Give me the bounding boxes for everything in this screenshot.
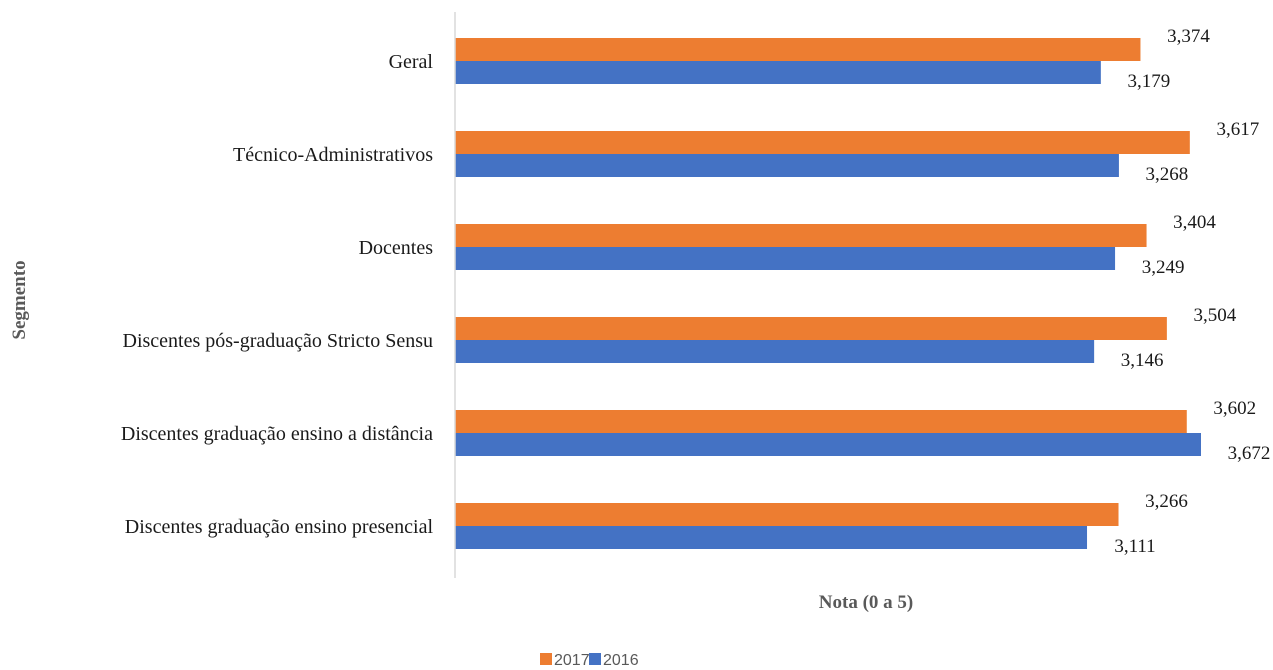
category-label: Geral <box>389 51 434 73</box>
value-label-2017-5: 3,266 <box>1145 491 1188 512</box>
bar-2017-2 <box>455 224 1147 247</box>
bar-2017-0 <box>455 38 1141 61</box>
bar-2017-5 <box>455 503 1119 526</box>
legend-swatch-2016 <box>589 653 601 665</box>
legend-label-2017: 2017 <box>554 652 590 669</box>
category-label: Docentes <box>359 237 434 259</box>
value-label-2016-4: 3,672 <box>1228 443 1271 464</box>
category-labels: Geral Técnico-Administrativos Docentes Disc… <box>121 51 434 538</box>
value-labels: 3,374 3,179 3,617 3,268 3,404 3,249 3,504 3,146… <box>1114 26 1270 557</box>
bar-2016-4 <box>455 433 1201 456</box>
bar-2016-5 <box>455 526 1088 549</box>
bar-2017-1 <box>455 131 1190 154</box>
category-label: Técnico-Administrativos <box>233 144 433 166</box>
category-label: Discentes pós-graduação Stricto Sensu <box>123 330 433 352</box>
legend: 2017 2016 <box>540 652 639 669</box>
legend-label-2016: 2016 <box>603 652 639 669</box>
bars <box>455 38 1201 549</box>
category-label: Discentes graduação ensino a distância <box>121 423 433 445</box>
value-label-2016-1: 3,268 <box>1146 164 1189 185</box>
value-label-2017-1: 3,617 <box>1216 119 1259 140</box>
bar-2016-1 <box>455 154 1119 177</box>
bar-2016-0 <box>455 61 1101 84</box>
value-label-2017-2: 3,404 <box>1173 212 1216 233</box>
value-label-2016-5: 3,111 <box>1114 536 1155 557</box>
value-label-2016-2: 3,249 <box>1142 257 1185 278</box>
x-axis-title: Nota (0 a 5) <box>819 592 913 613</box>
y-axis-title: Segmento <box>9 260 30 339</box>
bar-2017-3 <box>455 317 1167 340</box>
value-label-2017-4: 3,602 <box>1213 398 1256 419</box>
legend-swatch-2017 <box>540 653 552 665</box>
bar-2017-4 <box>455 410 1187 433</box>
value-label-2017-3: 3,504 <box>1193 305 1236 326</box>
bar-2016-2 <box>455 247 1116 270</box>
category-label: Discentes graduação ensino presencial <box>125 516 434 538</box>
value-label-2017-0: 3,374 <box>1167 26 1210 47</box>
value-label-2016-0: 3,179 <box>1127 71 1170 92</box>
value-label-2016-3: 3,146 <box>1121 350 1164 371</box>
bar-2016-3 <box>455 340 1095 363</box>
